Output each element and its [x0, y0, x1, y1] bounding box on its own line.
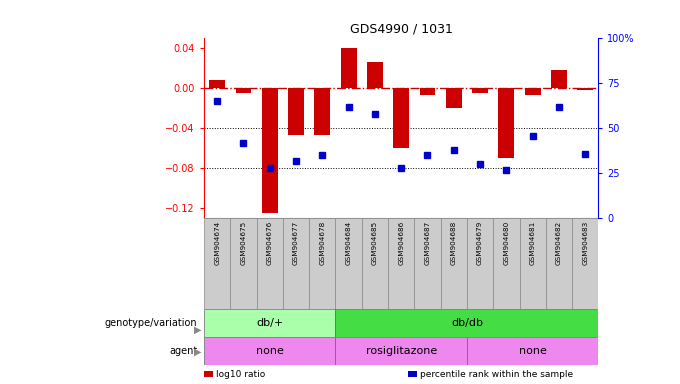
Bar: [520, 218, 546, 308]
Text: percentile rank within the sample: percentile rank within the sample: [420, 369, 573, 379]
Bar: [572, 218, 598, 308]
Bar: [467, 218, 493, 308]
Bar: [367, 63, 383, 88]
Bar: [314, 88, 330, 136]
Bar: [551, 70, 567, 88]
Bar: [288, 88, 304, 136]
Bar: [309, 218, 335, 308]
Bar: [577, 88, 593, 90]
Text: ▶: ▶: [194, 325, 202, 335]
Bar: [362, 218, 388, 308]
Text: GSM904680: GSM904680: [503, 221, 509, 265]
Bar: [393, 88, 409, 149]
Bar: [335, 218, 362, 308]
Text: genotype/variation: genotype/variation: [105, 318, 197, 328]
Text: GSM904687: GSM904687: [424, 221, 430, 265]
Bar: [441, 218, 467, 308]
Bar: [283, 218, 309, 308]
Bar: [204, 337, 335, 365]
Bar: [446, 88, 462, 108]
Bar: [204, 218, 231, 308]
Title: GDS4990 / 1031: GDS4990 / 1031: [350, 23, 453, 36]
Bar: [204, 308, 335, 337]
Text: GSM904676: GSM904676: [267, 221, 273, 265]
Text: GSM904678: GSM904678: [320, 221, 325, 265]
Text: agent: agent: [169, 346, 197, 356]
Bar: [231, 218, 256, 308]
Bar: [256, 218, 283, 308]
Bar: [341, 48, 356, 88]
Text: GSM904688: GSM904688: [451, 221, 457, 265]
Bar: [498, 88, 514, 159]
Bar: [335, 308, 598, 337]
Text: GSM904677: GSM904677: [293, 221, 299, 265]
Text: GSM904674: GSM904674: [214, 221, 220, 265]
Text: log10 ratio: log10 ratio: [216, 369, 265, 379]
Bar: [420, 88, 435, 96]
Text: ▶: ▶: [194, 346, 202, 356]
Bar: [493, 218, 520, 308]
Bar: [467, 337, 598, 365]
Bar: [262, 88, 277, 214]
Bar: [472, 88, 488, 93]
Text: db/+: db/+: [256, 318, 284, 328]
Text: none: none: [519, 346, 547, 356]
Text: db/db: db/db: [451, 318, 483, 328]
Text: GSM904684: GSM904684: [345, 221, 352, 265]
Text: none: none: [256, 346, 284, 356]
Text: GSM904682: GSM904682: [556, 221, 562, 265]
Text: GSM904685: GSM904685: [372, 221, 378, 265]
Bar: [546, 218, 572, 308]
Text: GSM904675: GSM904675: [241, 221, 246, 265]
Text: GSM904679: GSM904679: [477, 221, 483, 265]
Bar: [209, 80, 225, 88]
Bar: [335, 337, 467, 365]
Bar: [414, 218, 441, 308]
Text: GSM904683: GSM904683: [582, 221, 588, 265]
Text: rosiglitazone: rosiglitazone: [366, 346, 437, 356]
Bar: [525, 88, 541, 96]
Bar: [388, 218, 414, 308]
Text: GSM904686: GSM904686: [398, 221, 404, 265]
Text: GSM904681: GSM904681: [530, 221, 536, 265]
Bar: [235, 88, 252, 93]
